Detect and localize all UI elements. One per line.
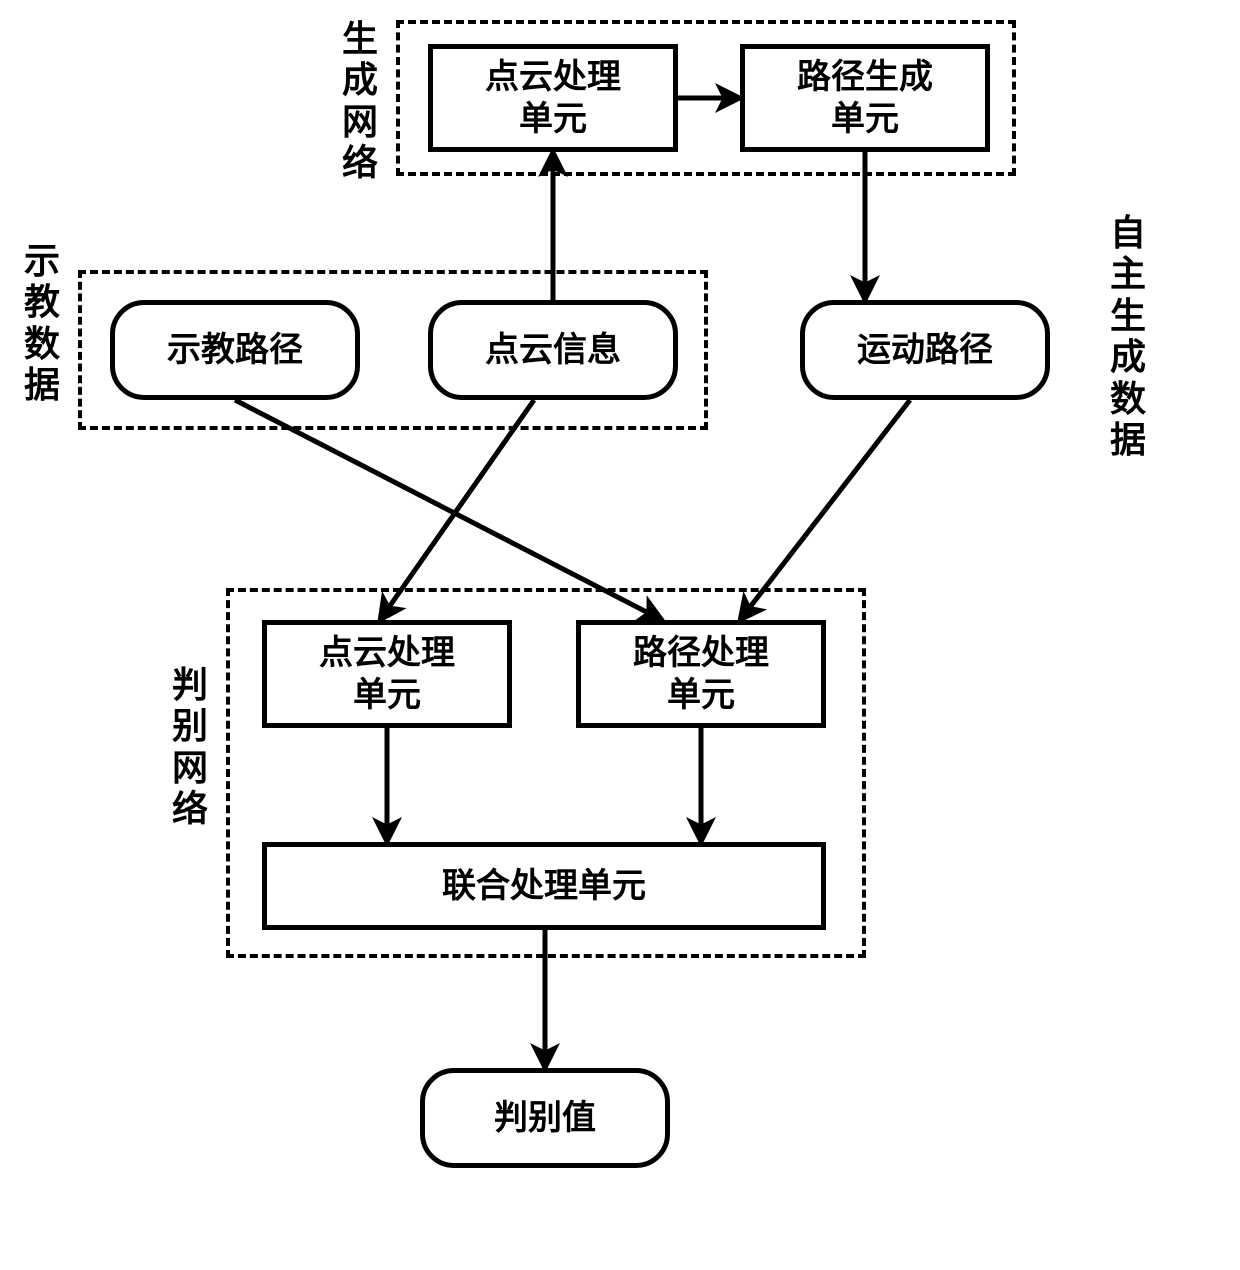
box-joint-proc: 联合处理单元 xyxy=(262,842,826,930)
box-motion-path: 运动路径 xyxy=(800,300,1050,400)
box-pc-unit-bot: 点云处理单元 xyxy=(262,620,512,728)
label-gen-net: 生成网络 xyxy=(342,18,378,184)
box-teach-path: 示教路径 xyxy=(110,300,360,400)
box-teach-path-text: 示教路径 xyxy=(167,329,303,372)
box-pc-unit-top: 点云处理单元 xyxy=(428,44,678,152)
label-disc-net: 判别网络 xyxy=(172,664,208,830)
box-disc-value-text: 判别值 xyxy=(494,1097,596,1140)
box-path-proc-text: 路径处理单元 xyxy=(633,632,769,717)
label-teach: 示教数据 xyxy=(24,240,60,406)
box-path-gen-unit: 路径生成单元 xyxy=(740,44,990,152)
box-path-proc: 路径处理单元 xyxy=(576,620,826,728)
box-motion-path-text: 运动路径 xyxy=(857,329,993,372)
box-pc-unit-top-text: 点云处理单元 xyxy=(485,56,621,141)
box-joint-proc-text: 联合处理单元 xyxy=(442,865,646,908)
box-pc-info-text: 点云信息 xyxy=(485,329,621,372)
label-auto-gen: 自主生成数据 xyxy=(1110,212,1146,460)
box-disc-value: 判别值 xyxy=(420,1068,670,1168)
box-pc-info: 点云信息 xyxy=(428,300,678,400)
box-path-gen-unit-text: 路径生成单元 xyxy=(797,56,933,141)
box-pc-unit-bot-text: 点云处理单元 xyxy=(319,632,455,717)
